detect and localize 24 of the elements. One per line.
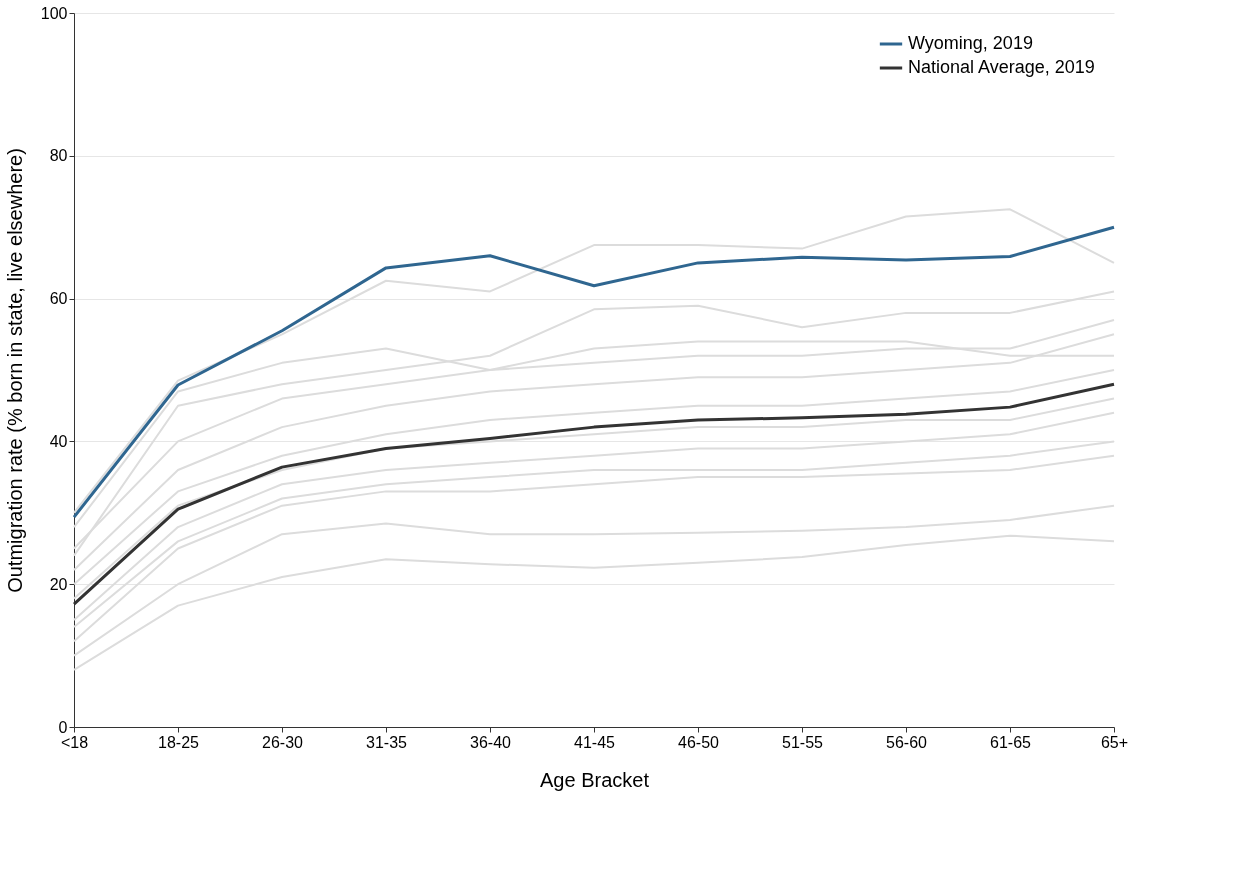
x-tick-label: 36-40 <box>470 733 512 751</box>
legend-label: Wyoming, 2019 <box>908 33 1033 53</box>
line-series <box>73 504 1115 657</box>
x-tick-label: <18 <box>60 733 89 751</box>
line-series <box>73 411 1115 621</box>
x-tick-label: 41-45 <box>574 733 616 751</box>
y-tick-label: 80 <box>49 147 68 165</box>
x-tick-label: 56-60 <box>886 733 928 751</box>
x-tick-label: 31-35 <box>366 733 408 751</box>
y-tick-label: 100 <box>40 4 68 22</box>
line-series <box>73 534 1115 671</box>
y-tick-label: 60 <box>49 290 68 308</box>
x-tick-label: 61-65 <box>990 733 1032 751</box>
y-tick-label: 40 <box>49 432 68 450</box>
x-tick-label: 46-50 <box>678 733 720 751</box>
y-tick-label: 0 <box>58 718 68 736</box>
x-tick-label: 51-55 <box>782 733 824 751</box>
x-axis-title: Age Bracket <box>540 768 650 791</box>
legend-label: National Average, 2019 <box>908 57 1095 77</box>
x-tick-label: 26-30 <box>262 733 304 751</box>
y-tick-label: 20 <box>49 575 68 593</box>
x-tick-label: 18-25 <box>158 733 200 751</box>
x-tick-label: 65+ <box>1100 733 1129 751</box>
y-axis-title: Outmigration rate (% born in state, live elsewhere) <box>3 148 26 593</box>
